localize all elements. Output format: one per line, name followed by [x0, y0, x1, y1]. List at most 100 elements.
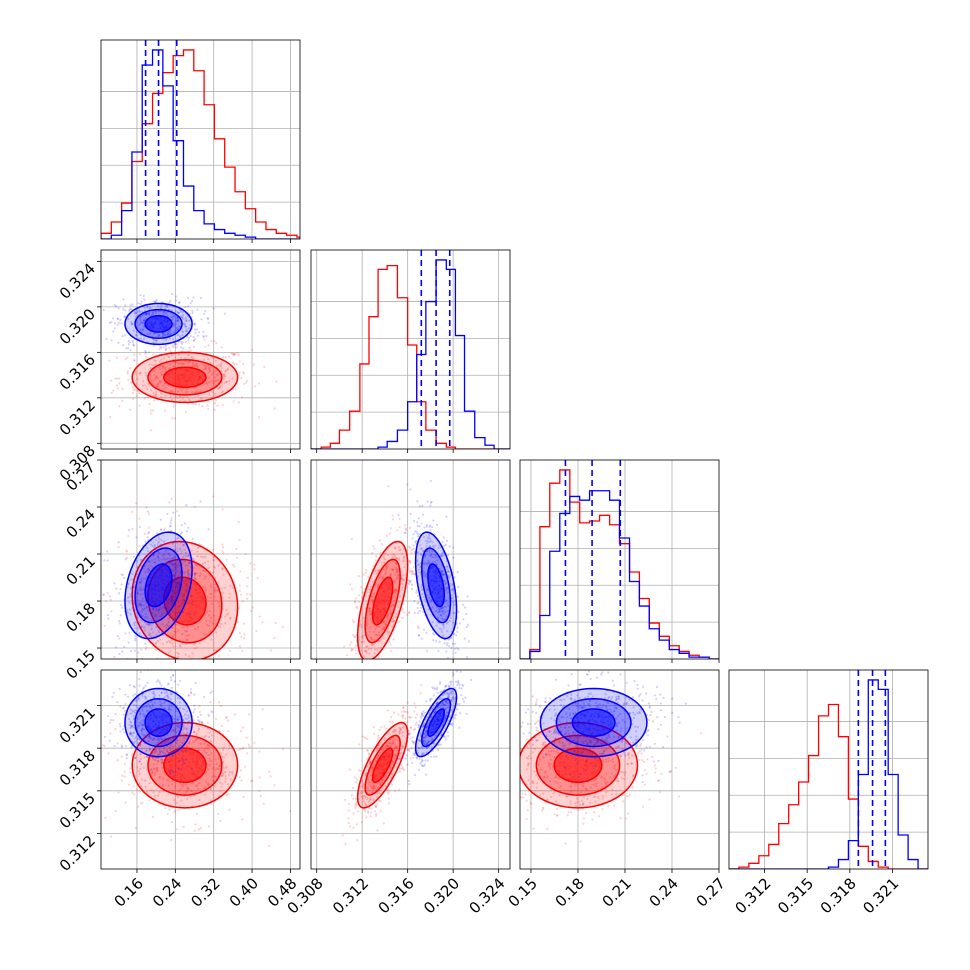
sample-point — [163, 607, 166, 610]
sample-point — [219, 385, 222, 388]
sample-point — [200, 742, 203, 746]
sample-point — [157, 739, 160, 743]
sample-point — [138, 602, 141, 605]
sample-point — [435, 624, 438, 627]
sample-point — [447, 609, 450, 613]
sample-point — [184, 325, 187, 328]
sample-point — [368, 610, 372, 613]
sample-point — [227, 355, 231, 358]
sample-point — [181, 362, 184, 365]
sample-point — [402, 768, 406, 771]
sample-point — [170, 639, 173, 642]
sample-point — [427, 608, 430, 611]
sample-point — [448, 545, 451, 548]
sample-point — [430, 599, 433, 602]
sample-point — [129, 349, 132, 352]
sample-point — [139, 328, 142, 331]
sample-point — [402, 745, 405, 748]
sample-point — [422, 595, 425, 599]
sample-point — [181, 595, 184, 598]
sample-point — [212, 495, 215, 498]
sample-point — [361, 790, 364, 794]
sample-point — [115, 646, 118, 649]
sample-point — [144, 695, 147, 698]
sample-point — [233, 354, 236, 357]
sample-point — [228, 592, 231, 595]
sample-point — [389, 573, 392, 576]
sample-point — [214, 775, 217, 779]
sample-point — [341, 834, 344, 837]
sample-point — [181, 785, 185, 788]
sample-point — [449, 683, 453, 686]
blue-contour — [427, 563, 446, 608]
sample-point — [173, 575, 176, 579]
sample-point — [172, 626, 175, 629]
sample-point — [150, 768, 153, 771]
sample-point — [440, 572, 443, 575]
sample-point — [152, 332, 155, 336]
sample-point — [160, 528, 163, 531]
sample-point — [152, 399, 156, 402]
sample-point — [401, 579, 404, 582]
sample-point — [182, 726, 185, 729]
sample-point — [163, 557, 166, 560]
sample-point — [386, 616, 389, 619]
sample-point — [385, 620, 388, 623]
sample-point — [140, 604, 143, 607]
sample-point — [354, 798, 358, 801]
sample-point — [167, 552, 170, 555]
sample-point — [163, 310, 167, 313]
sample-point — [186, 745, 189, 748]
sample-point — [216, 378, 219, 382]
sample-point — [109, 835, 113, 838]
sample-point — [453, 611, 456, 615]
sample-point — [143, 607, 146, 611]
sample-point — [176, 724, 179, 728]
sample-point — [382, 620, 385, 623]
sample-point — [421, 550, 425, 553]
sample-point — [365, 624, 369, 627]
sample-point — [153, 370, 156, 373]
sample-point — [211, 775, 214, 778]
sample-point — [421, 504, 424, 507]
sample-point — [451, 674, 455, 677]
sample-point — [440, 554, 443, 558]
panel-content — [101, 250, 300, 449]
sample-point — [171, 595, 174, 599]
sample-point — [402, 555, 406, 558]
sample-point — [134, 334, 138, 337]
sample-point — [391, 560, 394, 563]
sample-point — [456, 571, 459, 574]
sample-point — [183, 360, 187, 363]
sample-point — [145, 506, 148, 509]
sample-point — [128, 631, 131, 634]
sample-point — [370, 807, 373, 810]
sample-point — [179, 399, 182, 402]
sample-point — [453, 647, 457, 650]
sample-point — [388, 631, 391, 634]
sample-point — [366, 671, 368, 673]
sample-point — [219, 365, 222, 368]
sample-point — [114, 727, 117, 731]
sample-point — [178, 679, 182, 682]
sample-point — [221, 774, 224, 777]
sample-point — [452, 673, 455, 676]
sample-point — [356, 839, 359, 842]
sample-point — [189, 688, 193, 691]
sample-point — [162, 751, 165, 754]
sample-point — [156, 741, 159, 745]
sample-point — [393, 728, 396, 732]
sample-point — [170, 292, 174, 296]
sample-point — [388, 640, 391, 643]
red-contour — [163, 747, 207, 784]
sample-point — [374, 804, 377, 807]
sample-point — [167, 552, 170, 555]
sample-point — [437, 649, 440, 652]
sample-point — [205, 751, 208, 754]
sample-point — [370, 785, 373, 788]
sample-point — [192, 719, 195, 722]
sample-point — [433, 553, 437, 556]
sample-point — [398, 727, 402, 730]
sample-point — [465, 625, 468, 628]
sample-point — [207, 566, 210, 569]
